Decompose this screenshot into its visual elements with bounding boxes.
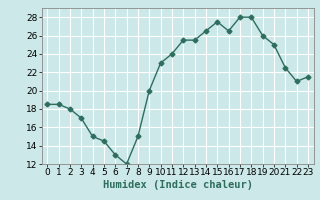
X-axis label: Humidex (Indice chaleur): Humidex (Indice chaleur) — [103, 180, 252, 190]
